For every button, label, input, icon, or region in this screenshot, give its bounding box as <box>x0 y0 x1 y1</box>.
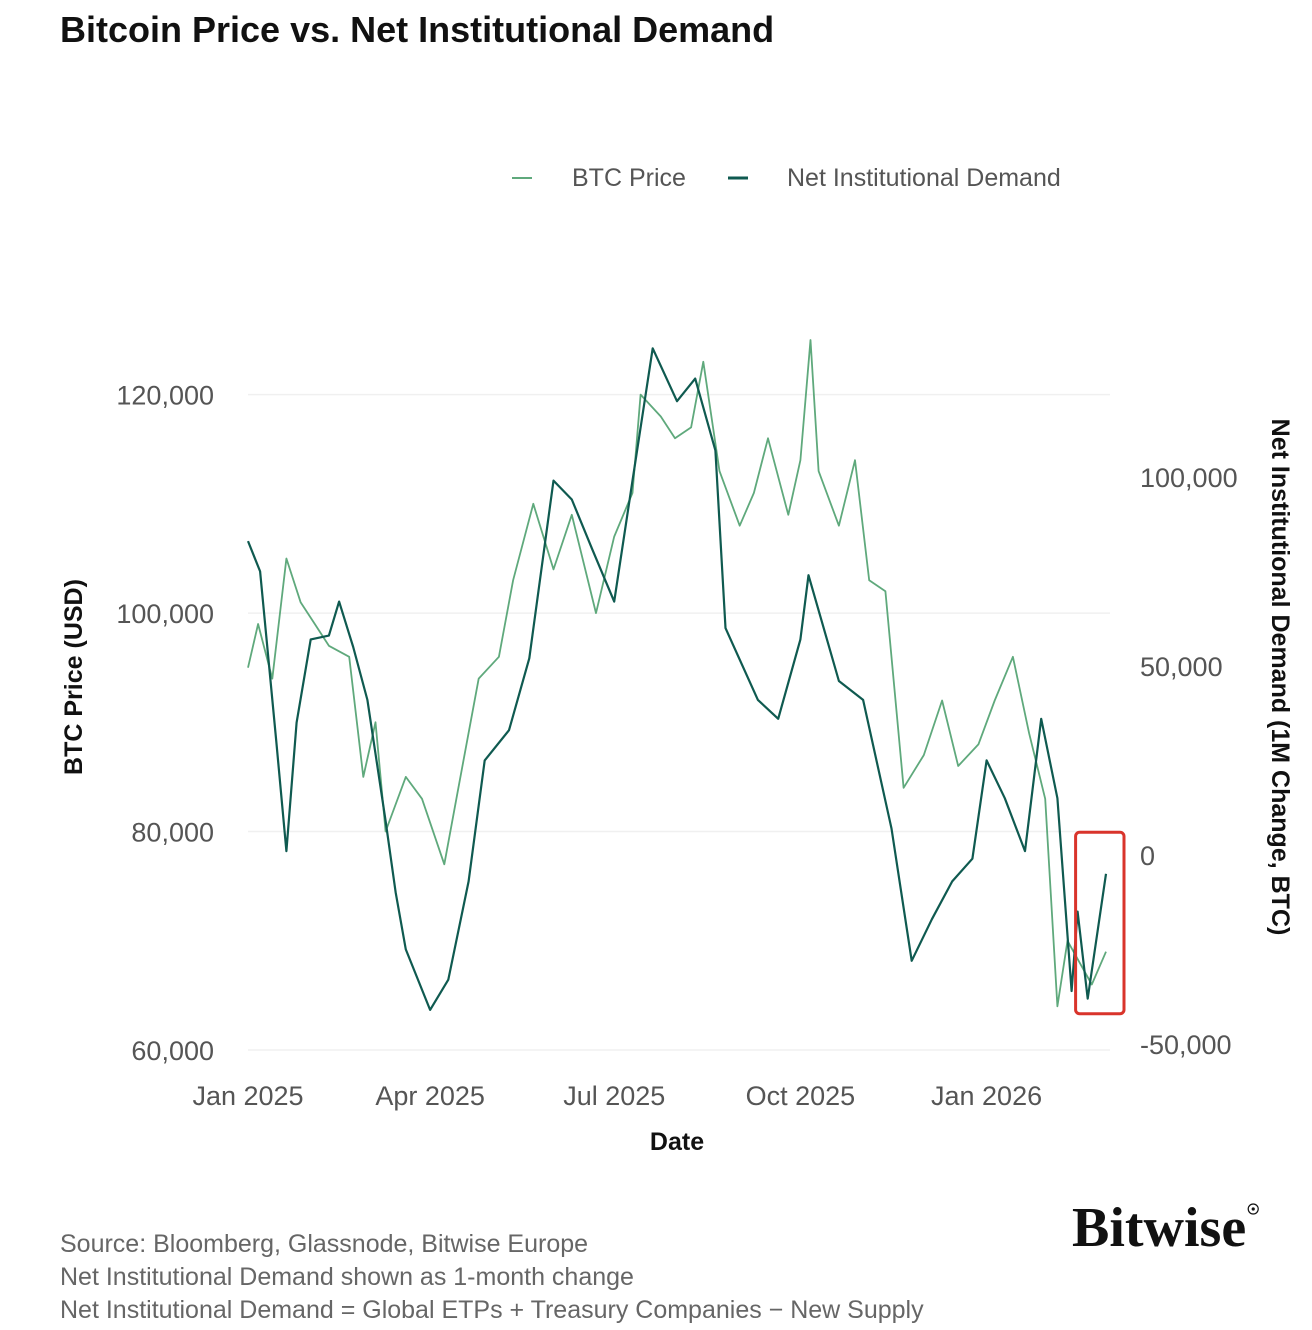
series-line-net-institutional-demand <box>246 347 1108 1011</box>
footnote-1: Net Institutional Demand shown as 1-mont… <box>60 1263 634 1291</box>
chart-title: Bitcoin Price vs. Net Institutional Dema… <box>60 9 774 50</box>
x-tick-label: Apr 2025 <box>375 1081 485 1111</box>
source-note: Source: Bloomberg, Glassnode, Bitwise Eu… <box>60 1230 588 1258</box>
footnote-2: Net Institutional Demand = Global ETPs +… <box>60 1296 924 1324</box>
y2-axis-label: Net Institutional Demand (1M Change, BTC… <box>1266 419 1294 936</box>
x-axis-ticks: Jan 2025 Apr 2025 Jul 2025 Oct 2025 Jan 2026 <box>192 1081 1042 1111</box>
y-axis-label: BTC Price (USD) <box>60 579 88 775</box>
y2-tick-label: 0 <box>1140 841 1155 871</box>
series-line-btc-price <box>247 339 1107 1008</box>
legend-label-btc-price: BTC Price <box>572 164 686 192</box>
y-tick-label: 60,000 <box>131 1036 214 1066</box>
bitwise-logo: Bitwise <box>1072 1197 1246 1259</box>
highlight-box <box>1074 830 1126 1016</box>
x-tick-label: Jan 2025 <box>192 1081 303 1111</box>
right-axis-ticks: -50,000 0 50,000 100,000 <box>1140 463 1238 1060</box>
x-tick-label: Oct 2025 <box>746 1081 856 1111</box>
y2-tick-label: 100,000 <box>1140 463 1238 493</box>
y-tick-label: 120,000 <box>116 381 214 411</box>
series-lines <box>246 339 1108 1011</box>
registered-mark-icon <box>1247 1203 1259 1215</box>
y-tick-label: 100,000 <box>116 599 214 629</box>
y2-tick-label: 50,000 <box>1140 652 1223 682</box>
x-axis-label: Date <box>650 1128 704 1156</box>
legend-label-net-demand: Net Institutional Demand <box>787 164 1061 192</box>
y-tick-label: 80,000 <box>131 818 214 848</box>
left-axis-ticks: 60,000 80,000 100,000 120,000 <box>116 381 214 1066</box>
y2-tick-label: -50,000 <box>1140 1030 1232 1060</box>
x-tick-label: Jan 2026 <box>931 1081 1042 1111</box>
x-tick-label: Jul 2025 <box>563 1081 665 1111</box>
legend: BTC Price Net Institutional Demand <box>512 164 1061 192</box>
gridlines <box>248 393 1110 1051</box>
